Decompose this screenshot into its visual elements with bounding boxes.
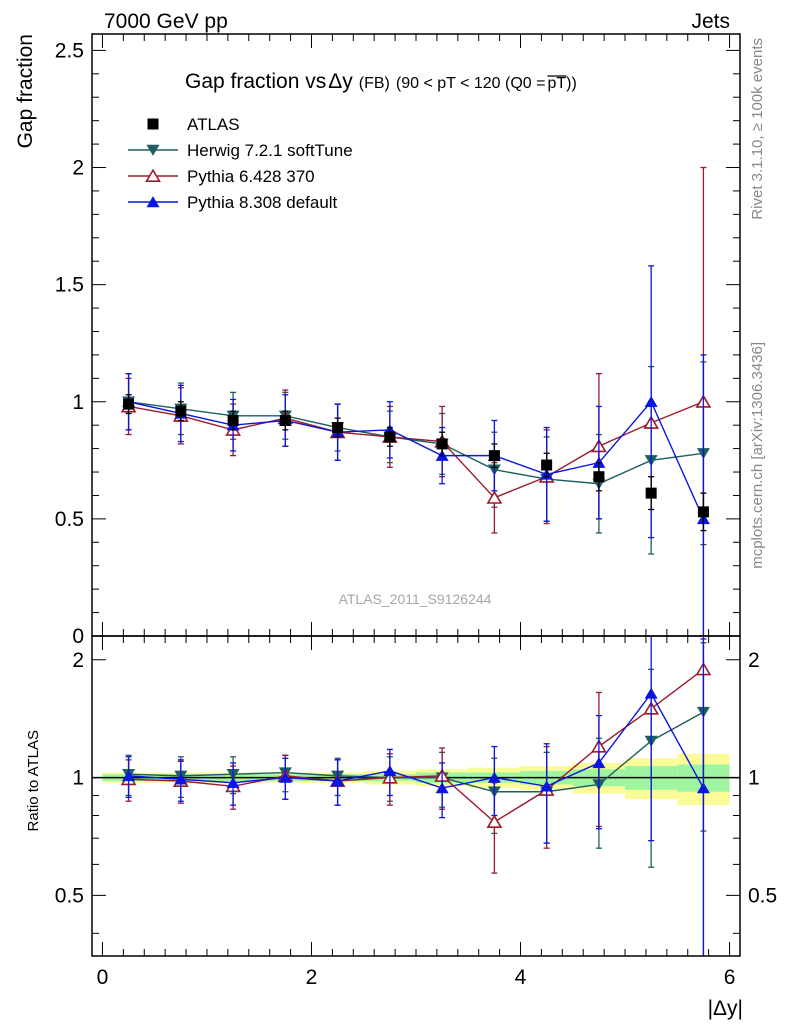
main-y-tick-label: 2.5: [55, 39, 84, 62]
main-y-tick-label: 1: [72, 391, 84, 414]
plot-title: Gap fraction vsΔy (FB) (90 < pT < 120 (Q0 …: [185, 70, 577, 93]
pythia6-series-line: [128, 401, 704, 499]
atlas-marker: [593, 471, 605, 483]
legend-label: ATLAS: [187, 115, 240, 134]
plot-title-range: (90 < pT < 120 (Q0 =: [396, 75, 546, 92]
ratio-y-tick-label: 0.5: [55, 884, 84, 907]
atlas-marker: [175, 405, 187, 417]
analysis-label: ATLAS_2011_S9126244: [339, 591, 492, 607]
ratio-y-tick-label: 1: [72, 767, 84, 790]
pythia8-marker: [592, 757, 606, 769]
plot-title-delta: Δy: [328, 70, 353, 93]
plot-title-overlined-pt: pT: [547, 75, 566, 92]
atlas-marker: [227, 414, 239, 426]
legend-label: Pythia 8.308 default: [187, 193, 338, 212]
pythia6-marker: [486, 814, 503, 828]
main-y-tick-label: 2: [72, 157, 84, 180]
atlas-marker: [384, 431, 396, 443]
herwig-series-line: [128, 711, 704, 793]
pythia8-marker: [226, 776, 240, 788]
plot-title-main: Gap fraction vs: [185, 70, 326, 93]
ratio-y-tick-label-right: 1: [748, 767, 760, 790]
rivet-version-label: Rivet 3.1.10, ≥ 100k events: [749, 38, 766, 220]
ratio-y-tick-label-right: 0.5: [748, 884, 777, 907]
main-panel: 0 0.5 1 1.5 2 2.5: [55, 33, 741, 648]
pythia8-marker: [644, 395, 658, 407]
pythia6-series-line: [128, 668, 704, 823]
atlas-marker: [123, 398, 135, 410]
pythia8-marker: [331, 775, 345, 787]
main-y-tick-label: 1.5: [55, 274, 84, 297]
atlas-marker: [645, 487, 657, 499]
atlas-marker: [147, 118, 159, 130]
atlas-marker: [488, 450, 500, 462]
pythia8-marker: [644, 687, 658, 699]
pythia6-marker: [486, 490, 503, 504]
x-axis-title: |Δy|: [708, 997, 743, 1020]
pythia6-marker: [145, 168, 161, 182]
pythia8-marker: [122, 770, 136, 782]
plot-title-fb: (FB): [359, 75, 390, 92]
x-tick-label: 0: [97, 966, 109, 989]
herwig-series-line: [128, 401, 704, 485]
atlas-marker: [332, 422, 344, 434]
pythia8-marker: [540, 780, 554, 792]
x-tick-label: 6: [724, 966, 736, 989]
pythia8-series-line: [128, 692, 705, 789]
pythia8-marker: [487, 771, 501, 783]
atlas-marker: [541, 459, 553, 471]
main-y-axis-title: Gap fraction: [14, 34, 37, 148]
x-tick-label: 2: [306, 966, 318, 989]
atlas-marker: [279, 414, 291, 426]
main-y-tick-label: 0.5: [55, 508, 84, 531]
pythia8-marker: [696, 782, 710, 794]
header-process-label: Jets: [691, 10, 730, 33]
herwig-marker: [146, 144, 160, 156]
legend-label: Pythia 6.428 370: [187, 167, 315, 186]
pythia8-marker: [435, 782, 449, 794]
plot-title-close: )): [566, 75, 577, 92]
pythia8-marker: [383, 765, 397, 777]
pythia8-series-line: [128, 400, 705, 520]
ratio-y-tick-label-right: 2: [748, 649, 760, 672]
pythia8-marker: [278, 771, 292, 783]
x-tick-label: 4: [515, 966, 527, 989]
atlas-marker: [436, 438, 448, 450]
header-energy-label: 7000 GeV pp: [104, 10, 228, 33]
pythia8-marker: [146, 196, 160, 208]
ratio-panel: 0.5 0.5 1 1 2 2 0 2 4 6: [55, 635, 777, 989]
legend-label: Herwig 7.2.1 softTune: [187, 141, 353, 160]
main-y-tick-label: 0: [72, 625, 84, 648]
legend: ATLAS Herwig 7.2.1 softTune Pythia 6.428 3…: [128, 115, 353, 212]
atlas-marker: [697, 506, 709, 518]
mcplots-label: mcplots.cern.ch [arXiv:1306.3436]: [749, 342, 766, 569]
ratio-y-tick-label: 2: [72, 649, 84, 672]
ratio-y-axis-title: Ratio to ATLAS: [25, 730, 42, 831]
pythia8-marker: [174, 773, 188, 785]
